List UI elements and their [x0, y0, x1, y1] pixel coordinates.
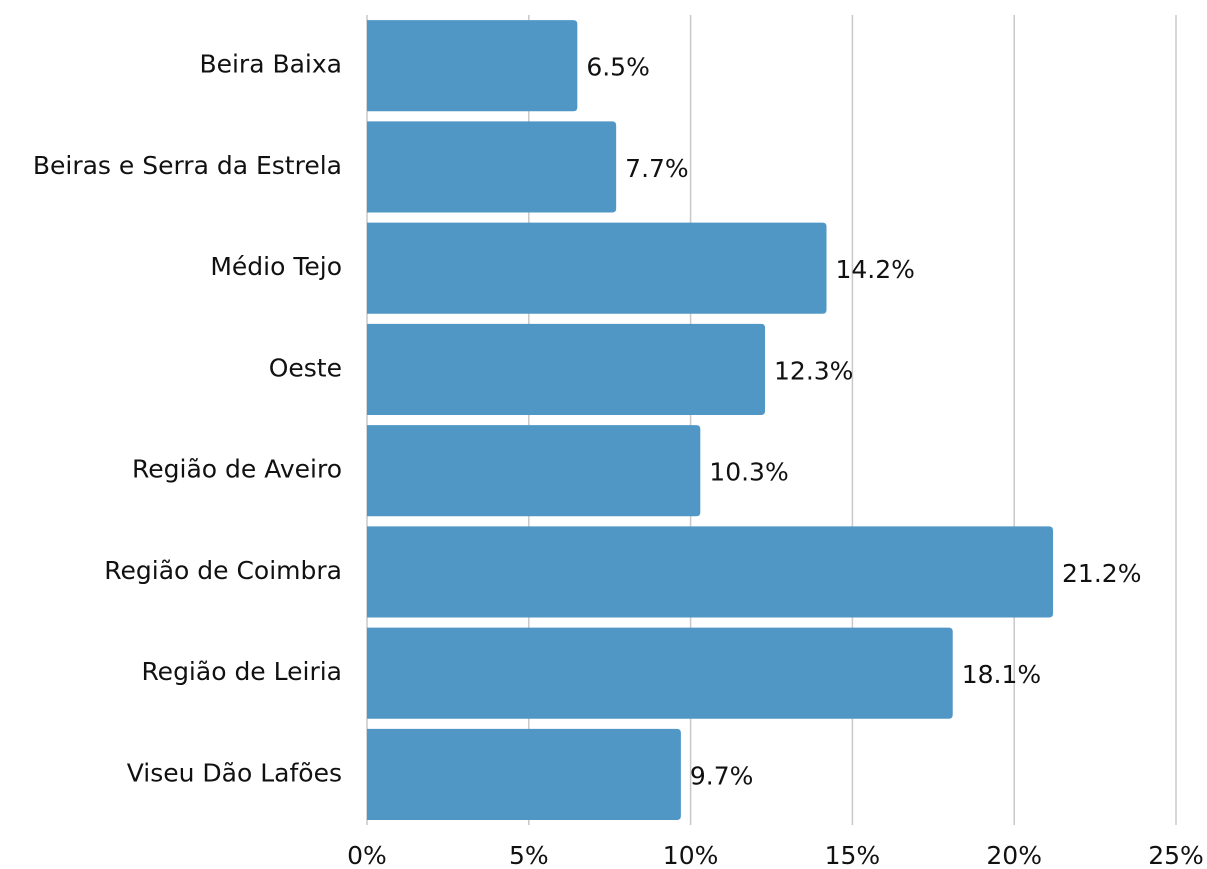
value-label: 10.3% [709, 458, 788, 487]
bar [367, 323, 766, 415]
value-label: 6.5% [586, 53, 650, 82]
y-tick-label: Beira Baixa [199, 50, 342, 79]
y-tick-label: Viseu Dão Lafões [127, 758, 342, 787]
y-tick-label: Região de Aveiro [132, 455, 342, 484]
y-tick-label: Região de Coimbra [104, 556, 342, 585]
y-tick-label: Região de Leiria [141, 657, 342, 686]
bar [367, 728, 681, 820]
bar [367, 627, 953, 719]
value-label: 21.2% [1062, 559, 1141, 588]
bar [367, 121, 617, 213]
x-tick-label: 5% [509, 841, 549, 869]
y-tick-label: Médio Tejo [210, 252, 342, 281]
x-tick-label: 15% [825, 841, 881, 869]
x-tick-label: 0% [347, 841, 387, 869]
bar [367, 526, 1054, 618]
bar [367, 20, 578, 112]
x-tick-label: 20% [986, 841, 1042, 869]
value-label: 12.3% [774, 356, 853, 385]
bar [367, 425, 701, 517]
value-label: 18.1% [962, 660, 1041, 689]
bar [367, 222, 827, 314]
x-tick-label: 25% [1148, 841, 1204, 869]
value-label: 9.7% [690, 761, 754, 790]
x-tick-label: 10% [663, 841, 719, 869]
y-tick-label: Oeste [269, 353, 342, 382]
value-label: 14.2% [836, 255, 915, 284]
y-tick-label: Beiras e Serra da Estrela [33, 151, 342, 180]
value-label: 7.7% [625, 154, 689, 183]
